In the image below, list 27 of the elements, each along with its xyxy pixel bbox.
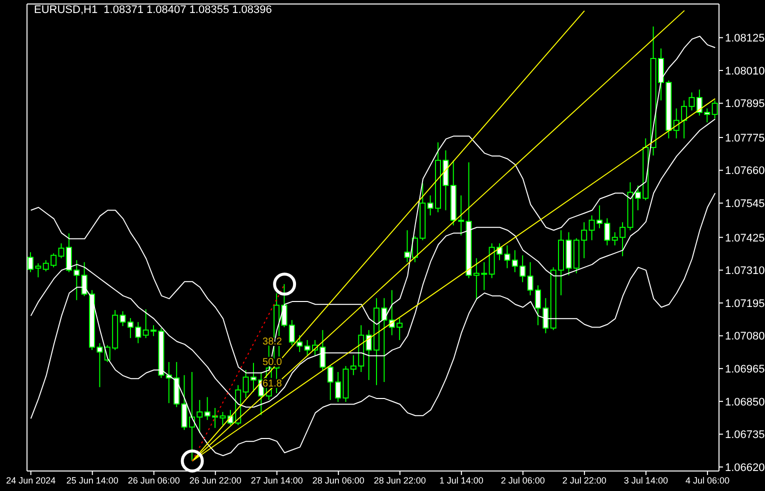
y-tick-label: 1.07080 (725, 330, 765, 343)
y-tick-label: 1.08010 (725, 65, 765, 78)
x-tick-label: 28 Jun 06:00 (312, 475, 364, 486)
x-tick-label: 4 Jul 06:00 (685, 475, 730, 486)
x-tick-label: 2 Jul 06:00 (500, 475, 545, 486)
x-tick-label: 26 Jun 06:00 (128, 475, 180, 486)
y-tick-label: 1.07775 (725, 132, 765, 144)
y-tick-label: 1.06965 (725, 363, 765, 376)
y-tick-label: 1.07425 (725, 232, 765, 244)
x-tick-label: 24 Jun 2024 (6, 475, 56, 486)
y-tick-label: 1.07660 (725, 165, 765, 178)
y-tick-label: 1.07545 (725, 198, 765, 210)
y-tick-label: 1.07310 (725, 265, 765, 278)
y-tick-label: 1.06620 (725, 462, 765, 474)
x-tick-label: 28 Jun 22:00 (374, 475, 426, 486)
y-tick-label: 1.08125 (725, 32, 765, 45)
y-tick-label: 1.07195 (725, 298, 765, 310)
x-tick-label: 2 Jul 22:00 (562, 475, 606, 486)
x-tick-label: 3 Jul 14:00 (624, 475, 668, 486)
x-tick-label: 27 Jun 14:00 (250, 475, 303, 486)
x-tick-label: 26 Jun 22:00 (189, 475, 242, 486)
chart-title: EURUSD,H1 1.08371 1.08407 1.08355 1.08396 (34, 4, 272, 16)
y-tick-label: 1.06735 (725, 429, 765, 442)
y-tick-label: 1.06850 (725, 396, 765, 408)
x-tick-label: 25 Jun 14:00 (66, 475, 118, 486)
y-tick-label: 1.07895 (725, 98, 765, 110)
x-tick-label: 1 Jul 14:00 (439, 475, 484, 486)
